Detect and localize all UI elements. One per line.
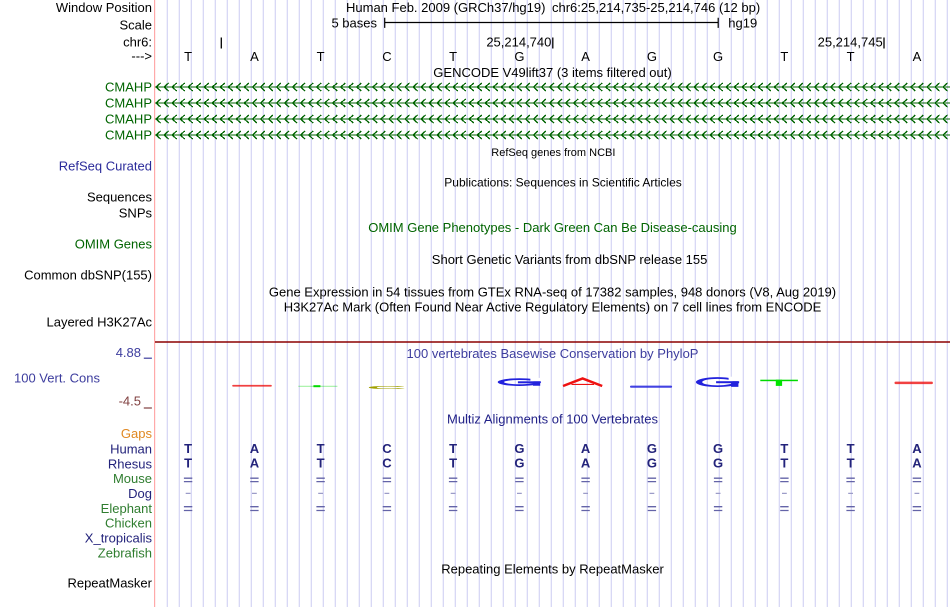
svg-text:100 vertebrates Basewise Conse: 100 vertebrates Basewise Conservation by… (407, 346, 699, 361)
svg-text:T: T (449, 455, 457, 470)
svg-text:100 Vert. Cons: 100 Vert. Cons (14, 371, 100, 386)
svg-text:C: C (382, 49, 391, 64)
svg-text:T: T (847, 455, 855, 470)
svg-text:A: A (913, 49, 922, 64)
svg-text:T: T (780, 49, 788, 64)
svg-text:G: G (713, 49, 723, 64)
svg-text:T: T (184, 49, 192, 64)
svg-text:Layered H3K27Ac: Layered H3K27Ac (46, 315, 152, 330)
svg-text:RefSeq Curated: RefSeq Curated (59, 159, 152, 174)
svg-text:SNPs: SNPs (119, 206, 153, 221)
svg-text:RepeatMasker: RepeatMasker (67, 576, 152, 591)
svg-text:25,214,740: 25,214,740 (486, 35, 551, 50)
svg-text:5 bases: 5 bases (331, 16, 377, 31)
svg-text:hg19: hg19 (728, 16, 757, 31)
svg-text:Human: Human (110, 441, 152, 456)
svg-text:Chicken: Chicken (105, 515, 152, 530)
svg-text:OMIM Gene Phenotypes - Dark Gr: OMIM Gene Phenotypes - Dark Green Can Be… (368, 220, 737, 235)
svg-text:Multiz Alignments of 100 Verte: Multiz Alignments of 100 Vertebrates (447, 411, 659, 426)
svg-text:G: G (713, 441, 723, 456)
svg-text:Window Position: Window Position (56, 0, 152, 15)
svg-text:CMAHP: CMAHP (105, 128, 152, 143)
svg-text:Common dbSNP(155): Common dbSNP(155) (24, 268, 152, 283)
svg-text:A: A (912, 455, 922, 470)
svg-text:G: G (514, 455, 524, 470)
svg-text:CMAHP: CMAHP (105, 96, 152, 111)
svg-text:T: T (449, 49, 457, 64)
svg-text:H3K27Ac Mark (Often Found Near: H3K27Ac Mark (Often Found Near Active Re… (284, 300, 822, 315)
svg-text:OMIM Genes: OMIM Genes (75, 237, 153, 252)
svg-text:T: T (317, 455, 325, 470)
svg-text:Repeating Elements by RepeatMa: Repeating Elements by RepeatMasker (441, 561, 664, 576)
svg-text:C: C (382, 441, 392, 456)
svg-text:G: G (647, 455, 657, 470)
svg-text:T: T (449, 441, 457, 456)
svg-text:T: T (184, 455, 192, 470)
svg-text:Dog: Dog (128, 486, 152, 501)
svg-text:T: T (847, 49, 855, 64)
svg-text:Publications: Sequences in Sci: Publications: Sequences in Scientific Ar… (444, 176, 681, 190)
svg-text:Zebrafish: Zebrafish (98, 545, 152, 560)
svg-text:A: A (581, 455, 591, 470)
svg-text:chr6:25,214,735-25,214,746 (12: chr6:25,214,735-25,214,746 (12 bp) (552, 0, 760, 15)
svg-text:C: C (382, 455, 392, 470)
svg-text:A: A (250, 441, 260, 456)
svg-text:Gaps: Gaps (121, 426, 153, 441)
svg-text:T: T (780, 441, 788, 456)
svg-text:CMAHP: CMAHP (105, 80, 152, 95)
svg-text:CMAHP: CMAHP (105, 112, 152, 127)
svg-text:A: A (912, 441, 922, 456)
svg-text:Short Genetic Variants from db: Short Genetic Variants from dbSNP releas… (432, 252, 708, 267)
svg-text:A: A (250, 49, 259, 64)
svg-text:4.88: 4.88 (116, 345, 141, 360)
svg-text:Rhesus: Rhesus (108, 456, 153, 471)
svg-text:A: A (250, 455, 260, 470)
svg-text:Scale: Scale (119, 18, 152, 33)
svg-text:chr6:: chr6: (123, 35, 152, 50)
svg-text:C: C (366, 385, 406, 390)
svg-text:Mouse: Mouse (113, 471, 152, 486)
svg-text:A: A (581, 49, 590, 64)
svg-text:G: G (514, 49, 524, 64)
svg-text:Elephant: Elephant (101, 501, 153, 516)
svg-text:T: T (847, 441, 855, 456)
svg-text:G: G (647, 441, 657, 456)
svg-text:T: T (317, 49, 325, 64)
svg-text:A: A (581, 441, 591, 456)
svg-text:Human Feb. 2009 (GRCh37/hg19): Human Feb. 2009 (GRCh37/hg19) (346, 0, 545, 15)
svg-text:-4.5: -4.5 (119, 394, 141, 409)
svg-text:T: T (317, 441, 325, 456)
svg-text:G: G (647, 49, 657, 64)
svg-text:G: G (514, 441, 524, 456)
svg-text:T: T (184, 441, 192, 456)
svg-text:25,214,745: 25,214,745 (818, 35, 883, 50)
svg-text:Sequences: Sequences (87, 190, 153, 205)
svg-text:Gene Expression in 54 tissues: Gene Expression in 54 tissues from GTEx … (269, 285, 836, 300)
svg-text:RefSeq genes from NCBI: RefSeq genes from NCBI (491, 147, 615, 159)
svg-text:X_tropicalis: X_tropicalis (85, 531, 153, 546)
svg-text:G: G (713, 455, 723, 470)
svg-text:GENCODE V49lift37 (3 items fil: GENCODE V49lift37 (3 items filtered out) (433, 65, 671, 80)
svg-text:--->: ---> (131, 49, 152, 64)
svg-text:T: T (780, 455, 788, 470)
